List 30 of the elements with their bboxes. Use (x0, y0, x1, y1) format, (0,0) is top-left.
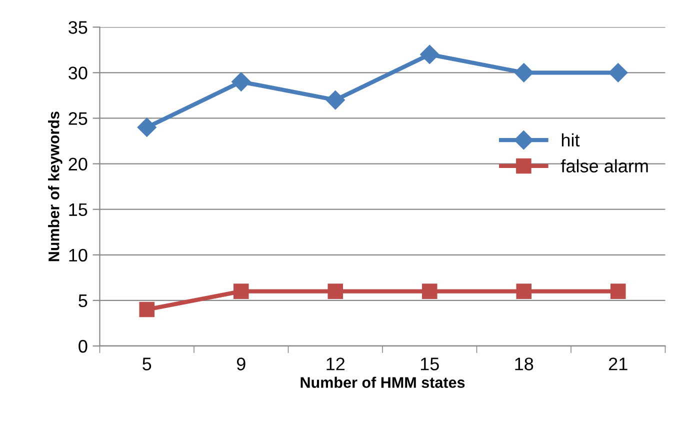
y-tick-label: 30 (68, 66, 88, 80)
y-tick-label: 20 (68, 158, 88, 171)
x-tick-label: 21 (608, 358, 628, 370)
point (610, 284, 626, 299)
point (233, 284, 249, 299)
y-tick-label: 25 (68, 112, 88, 125)
y-tick-label: 35 (68, 21, 88, 34)
point (326, 90, 345, 110)
legend-label: false alarm (560, 159, 648, 172)
point (514, 63, 534, 82)
point (328, 284, 344, 299)
y-tick-label: 0 (78, 340, 88, 353)
x-tick-label: 9 (236, 358, 246, 370)
x-tick-label: 18 (515, 358, 534, 370)
x-tick-label: 15 (420, 358, 439, 370)
point (139, 302, 155, 318)
y-axis-title: Number of keywords (48, 112, 62, 262)
x-tick-label: 12 (326, 358, 345, 370)
point (420, 44, 440, 64)
point (608, 63, 628, 82)
y-tick-label: 10 (69, 248, 88, 262)
x-tick-label: 5 (142, 358, 152, 370)
point (422, 284, 438, 299)
x-axis-title: Number of HMM states (300, 376, 465, 388)
y-tick-label: 5 (78, 294, 88, 308)
point (137, 118, 156, 137)
legend-label: hit (562, 133, 580, 147)
point (516, 284, 532, 299)
point (232, 72, 251, 92)
y-tick-label: 15 (69, 203, 88, 216)
